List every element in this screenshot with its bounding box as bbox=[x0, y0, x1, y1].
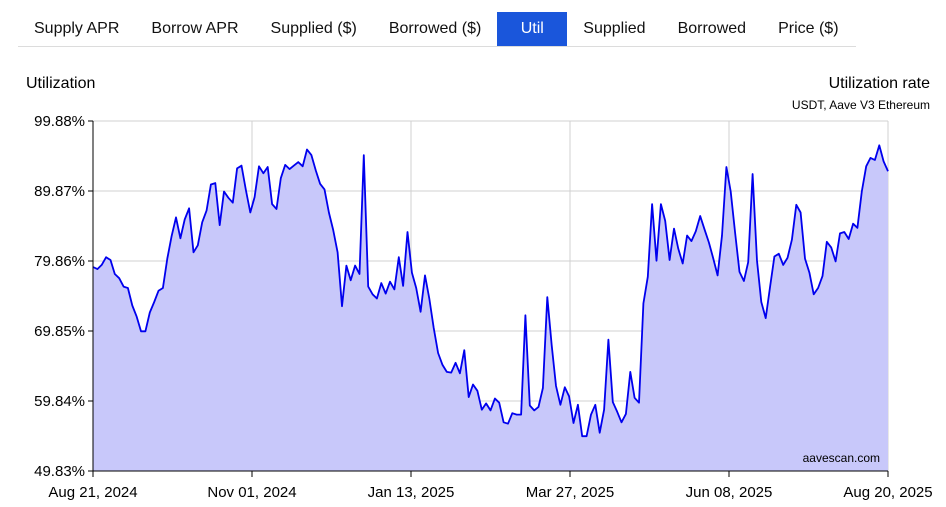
tab-util[interactable]: Util bbox=[497, 12, 568, 46]
tab-supply-apr[interactable]: Supply APR bbox=[34, 20, 120, 37]
axes: 99.88% 89.87% 79.86% 69.85% 59.84% 49.83% Aug … bbox=[34, 113, 933, 501]
tab-supplied[interactable]: Supplied bbox=[583, 20, 646, 37]
tab-borrowed-usd[interactable]: Borrowed ($) bbox=[388, 20, 482, 37]
metric-tabs: Supply APR Borrow APR Supplied ($) Borro… bbox=[18, 12, 856, 47]
x-tick-label: Nov 01, 2024 bbox=[207, 484, 296, 501]
tab-borrow-apr[interactable]: Borrow APR bbox=[151, 20, 239, 37]
utilization-area bbox=[93, 145, 888, 472]
chart-title: Utilization rate bbox=[828, 75, 930, 92]
tab-supplied-usd[interactable]: Supplied ($) bbox=[270, 20, 357, 37]
y-tick-label: 99.88% bbox=[34, 113, 85, 130]
y-tick-label: 89.87% bbox=[34, 183, 85, 200]
y-tick-label: 79.86% bbox=[34, 253, 85, 270]
y-tick-label: 59.84% bbox=[34, 393, 85, 410]
y-tick-label: 69.85% bbox=[34, 323, 85, 340]
y-axis-title: Utilization bbox=[26, 75, 96, 92]
tab-price-usd[interactable]: Price ($) bbox=[778, 20, 839, 37]
x-tick-label: Jun 08, 2025 bbox=[686, 484, 773, 501]
credit-text: aavescan.com bbox=[803, 451, 880, 465]
tab-borrowed[interactable]: Borrowed bbox=[677, 20, 747, 37]
chart-subtitle: USDT, Aave V3 Ethereum bbox=[791, 98, 930, 112]
y-tick-label: 49.83% bbox=[34, 463, 85, 480]
x-tick-label: Jan 13, 2025 bbox=[368, 484, 455, 501]
utilization-line bbox=[92, 144, 889, 438]
x-tick-label: Aug 21, 2024 bbox=[48, 484, 137, 501]
x-tick-label: Aug 20, 2025 bbox=[843, 484, 932, 501]
x-tick-label: Mar 27, 2025 bbox=[526, 484, 614, 501]
